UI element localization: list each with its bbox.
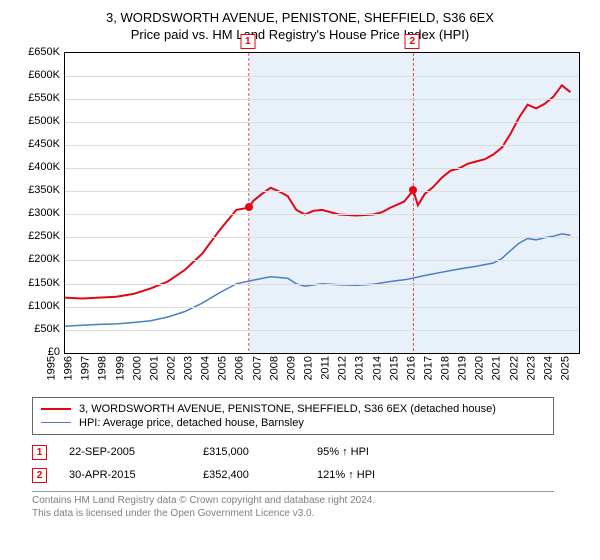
chart-container: 3, WORDSWORTH AVENUE, PENISTONE, SHEFFIE… <box>0 0 600 520</box>
title-block: 3, WORDSWORTH AVENUE, PENISTONE, SHEFFIE… <box>0 0 600 48</box>
y-tick-label: £100K <box>10 300 60 312</box>
legend-label: HPI: Average price, detached house, Barn… <box>79 417 304 429</box>
gridline <box>65 122 579 123</box>
sale-row-marker: 1 <box>32 445 47 460</box>
y-tick-label: £300K <box>10 207 60 219</box>
y-tick-label: £200K <box>10 253 60 265</box>
gridline <box>65 145 579 146</box>
sale-row-marker: 2 <box>32 468 47 483</box>
sale-marker-dot <box>245 203 253 211</box>
sale-marker-box: 1 <box>240 34 255 49</box>
sale-date: 22-SEP-2005 <box>69 446 199 458</box>
gridline <box>65 76 579 77</box>
sale-marker-dot <box>409 186 417 194</box>
sale-row: 2 30-APR-2015 £352,400 121% ↑ HPI <box>32 464 554 487</box>
y-tick-label: £150K <box>10 277 60 289</box>
gridline <box>65 307 579 308</box>
y-tick-label: £650K <box>10 46 60 58</box>
sale-marker-box: 2 <box>405 34 420 49</box>
y-tick-label: £250K <box>10 230 60 242</box>
divider <box>32 491 554 492</box>
y-tick-label: £550K <box>10 92 60 104</box>
legend-swatch <box>41 422 71 423</box>
y-tick-label: £500K <box>10 115 60 127</box>
gridline <box>65 260 579 261</box>
sale-price: £315,000 <box>203 446 313 458</box>
gridline <box>65 237 579 238</box>
gridline <box>65 191 579 192</box>
y-tick-label: £50K <box>10 323 60 335</box>
line-svg <box>65 53 579 353</box>
gridline <box>65 168 579 169</box>
y-tick-label: £600K <box>10 69 60 81</box>
gridline <box>65 330 579 331</box>
title-address: 3, WORDSWORTH AVENUE, PENISTONE, SHEFFIE… <box>0 10 600 27</box>
sale-date: 30-APR-2015 <box>69 469 199 481</box>
x-tick-label: 2025 <box>560 356 597 380</box>
chart-area: £0£50K£100K£150K£200K£250K£300K£350K£400… <box>10 48 590 393</box>
sales-table: 1 22-SEP-2005 £315,000 95% ↑ HPI 2 30-APR-201… <box>32 441 554 487</box>
legend-swatch <box>41 408 71 410</box>
gridline <box>65 284 579 285</box>
series-line <box>65 234 570 326</box>
footer-line2: This data is licensed under the Open Gov… <box>32 507 554 520</box>
legend-label: 3, WORDSWORTH AVENUE, PENISTONE, SHEFFIE… <box>79 403 496 415</box>
y-tick-label: £450K <box>10 138 60 150</box>
sale-hpi: 95% ↑ HPI <box>317 446 447 458</box>
footer: Contains HM Land Registry data © Crown c… <box>32 494 554 520</box>
title-subtitle: Price paid vs. HM Land Registry's House … <box>0 27 600 44</box>
y-tick-label: £400K <box>10 161 60 173</box>
footer-line1: Contains HM Land Registry data © Crown c… <box>32 494 554 507</box>
gridline <box>65 214 579 215</box>
legend-row: 3, WORDSWORTH AVENUE, PENISTONE, SHEFFIE… <box>41 402 545 416</box>
sale-price: £352,400 <box>203 469 313 481</box>
legend-row: HPI: Average price, detached house, Barn… <box>41 416 545 430</box>
sale-row: 1 22-SEP-2005 £315,000 95% ↑ HPI <box>32 441 554 464</box>
sale-hpi: 121% ↑ HPI <box>317 469 447 481</box>
gridline <box>65 99 579 100</box>
y-tick-label: £350K <box>10 184 60 196</box>
plot-area <box>64 52 580 354</box>
legend: 3, WORDSWORTH AVENUE, PENISTONE, SHEFFIE… <box>32 397 554 435</box>
